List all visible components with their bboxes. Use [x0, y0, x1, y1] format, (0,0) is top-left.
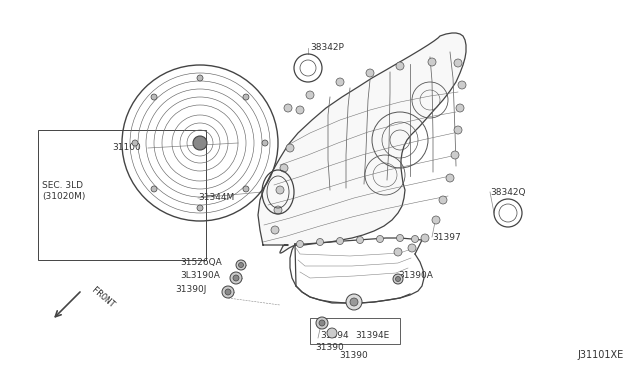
Circle shape: [316, 317, 328, 329]
Circle shape: [336, 78, 344, 86]
Text: 31394E: 31394E: [355, 330, 389, 340]
Circle shape: [454, 126, 462, 134]
Circle shape: [451, 151, 459, 159]
Circle shape: [456, 104, 464, 112]
Text: J31101XE: J31101XE: [578, 350, 624, 360]
Circle shape: [236, 260, 246, 270]
Circle shape: [197, 205, 203, 211]
Text: 3L3190A: 3L3190A: [180, 272, 220, 280]
Text: 31390: 31390: [340, 352, 369, 360]
Text: 31344M: 31344M: [198, 193, 234, 202]
Circle shape: [327, 328, 337, 338]
Text: 38342P: 38342P: [310, 44, 344, 52]
Circle shape: [243, 186, 249, 192]
Circle shape: [197, 75, 203, 81]
Text: 38342Q: 38342Q: [490, 187, 525, 196]
Text: (31020M): (31020M): [42, 192, 85, 201]
Circle shape: [454, 59, 462, 67]
Polygon shape: [258, 33, 466, 253]
Circle shape: [222, 286, 234, 298]
Circle shape: [280, 164, 288, 172]
Circle shape: [230, 272, 242, 284]
Circle shape: [151, 94, 157, 100]
Circle shape: [225, 289, 231, 295]
Circle shape: [151, 186, 157, 192]
Circle shape: [432, 216, 440, 224]
Circle shape: [286, 144, 294, 152]
Circle shape: [393, 274, 403, 284]
Circle shape: [262, 140, 268, 146]
Circle shape: [394, 248, 402, 256]
Bar: [310, 318, 400, 344]
Circle shape: [193, 136, 207, 150]
Circle shape: [337, 237, 344, 244]
Text: 31100: 31100: [112, 144, 141, 153]
Circle shape: [350, 298, 358, 306]
Circle shape: [296, 241, 303, 247]
Circle shape: [396, 62, 404, 70]
Circle shape: [458, 81, 466, 89]
Circle shape: [243, 94, 249, 100]
Text: 31390J: 31390J: [175, 285, 206, 295]
Text: 31526QA: 31526QA: [180, 259, 221, 267]
Text: 31390: 31390: [316, 343, 344, 353]
Circle shape: [284, 104, 292, 112]
Text: 31394: 31394: [320, 330, 349, 340]
Circle shape: [397, 234, 403, 241]
Circle shape: [396, 276, 401, 282]
Text: SEC. 3LD: SEC. 3LD: [42, 180, 83, 189]
Circle shape: [346, 294, 362, 310]
Circle shape: [376, 235, 383, 243]
Text: FRONT: FRONT: [90, 286, 116, 310]
Circle shape: [366, 69, 374, 77]
Circle shape: [408, 244, 416, 252]
Circle shape: [319, 320, 325, 326]
Circle shape: [317, 238, 323, 246]
Circle shape: [306, 91, 314, 99]
Bar: [38, 130, 206, 260]
Circle shape: [274, 206, 282, 214]
Circle shape: [296, 106, 304, 114]
Circle shape: [276, 186, 284, 194]
Circle shape: [446, 174, 454, 182]
Circle shape: [271, 226, 279, 234]
Circle shape: [132, 140, 138, 146]
Circle shape: [356, 237, 364, 244]
Text: 31390A: 31390A: [398, 270, 433, 279]
Text: 31397: 31397: [432, 232, 461, 241]
Circle shape: [439, 196, 447, 204]
Circle shape: [421, 234, 429, 242]
Circle shape: [428, 58, 436, 66]
Circle shape: [239, 263, 243, 267]
Circle shape: [233, 275, 239, 281]
Circle shape: [412, 235, 419, 243]
